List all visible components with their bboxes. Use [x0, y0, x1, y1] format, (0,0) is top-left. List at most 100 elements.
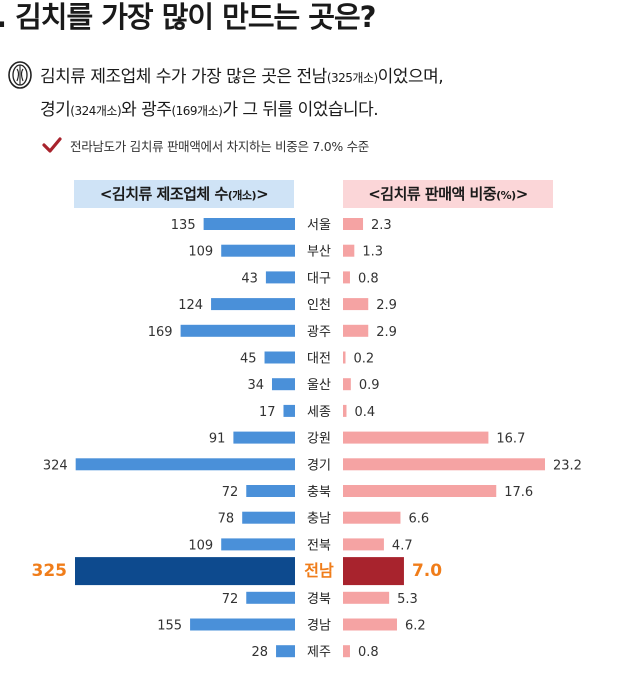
left-bar-1	[203, 218, 295, 230]
right-bar-4	[343, 298, 369, 311]
right-series-title: <김치류 판매액 비중	[368, 185, 497, 203]
right-bar-16	[343, 618, 397, 631]
left-bar-5	[180, 324, 295, 337]
right-bar-9	[343, 431, 489, 444]
left-value-label-10: 324	[43, 458, 68, 473]
category-label-9: 강원	[307, 432, 331, 447]
left-series-bracket: >	[256, 185, 269, 203]
left-bar-14	[75, 557, 295, 586]
right-value-label-3: 0.8	[358, 271, 379, 286]
right-bar-13	[343, 538, 384, 551]
left-value-label-14: 325	[32, 561, 68, 581]
left-value-label-2: 109	[188, 245, 213, 260]
right-series-unit: (%)	[496, 189, 516, 202]
right-bar-1	[343, 218, 364, 230]
right-value-label-5: 2.9	[376, 325, 397, 340]
category-label-12: 충남	[307, 512, 331, 527]
category-label-8: 세종	[307, 405, 331, 420]
right-value-label-16: 6.2	[405, 619, 426, 634]
right-bar-5	[343, 324, 369, 337]
left-bar-10	[75, 458, 295, 471]
right-bar-11	[343, 485, 497, 497]
category-label-5: 광주	[307, 325, 331, 340]
left-bar-17	[276, 645, 295, 658]
left-value-label-15: 72	[222, 592, 239, 607]
kimchi-cabbage-icon	[8, 61, 32, 89]
right-bar-14	[343, 557, 404, 586]
left-series-header: <김치류 제조업체 수(개소)>	[74, 180, 294, 208]
right-bar-12	[343, 511, 401, 524]
category-label-14: 전남	[304, 561, 334, 580]
right-value-label-9: 16.7	[496, 432, 525, 447]
summary-gyeonggi: 경기	[40, 100, 71, 120]
summary-text: 김치류 제조업체 수가 가장 많은 곳은 전남(325개소)이었으며, 경기(3…	[40, 61, 444, 127]
checkmark-icon	[42, 137, 62, 153]
left-bar-11	[246, 485, 295, 497]
right-value-label-4: 2.9	[376, 298, 397, 313]
right-value-label-11: 17.6	[504, 485, 533, 500]
right-value-label-14: 7.0	[412, 561, 442, 581]
summary-line2-tail: 가 그 뒤를 이었습니다.	[222, 100, 379, 120]
left-bar-16	[190, 618, 295, 631]
left-value-label-3: 43	[241, 271, 258, 286]
left-value-label-5: 169	[148, 325, 173, 340]
left-value-label-12: 78	[218, 512, 235, 527]
left-bar-13	[221, 538, 295, 551]
right-series-header: <김치류 판매액 비중(%)>	[343, 180, 553, 208]
right-value-label-1: 2.3	[371, 218, 392, 233]
right-value-label-15: 5.3	[397, 592, 418, 607]
right-value-label-17: 0.8	[358, 645, 379, 660]
category-label-10: 경기	[307, 458, 331, 473]
summary-line1: 김치류 제조업체 수가 가장 많은 곳은 전남	[40, 67, 327, 87]
category-label-11: 충북	[307, 485, 331, 500]
right-series-bracket: >	[515, 185, 529, 203]
right-bar-15	[343, 591, 390, 604]
category-label-2: 부산	[307, 245, 331, 260]
category-label-6: 대전	[307, 352, 331, 367]
right-value-label-13: 4.7	[392, 538, 413, 553]
left-value-label-6: 45	[240, 352, 257, 367]
left-bar-7	[271, 378, 295, 391]
category-label-4: 인천	[307, 298, 331, 313]
left-value-label-8: 17	[259, 405, 276, 420]
left-bar-2	[221, 244, 295, 257]
right-value-label-12: 6.6	[408, 512, 429, 527]
left-value-label-7: 34	[247, 378, 264, 393]
summary-gwangju: 와 광주	[121, 100, 172, 120]
right-bar-10	[343, 458, 545, 471]
left-value-label-9: 91	[209, 432, 226, 447]
category-label-13: 전북	[307, 538, 331, 553]
left-value-label-4: 124	[178, 298, 203, 313]
category-label-15: 경북	[307, 592, 331, 607]
summary-count-gyeonggi: (324개소)	[70, 104, 122, 118]
left-value-label-16: 155	[157, 619, 182, 634]
left-bar-6	[264, 351, 295, 364]
right-bar-6	[343, 351, 346, 364]
category-label-16: 경남	[307, 619, 331, 634]
right-value-label-8: 0.4	[354, 405, 375, 420]
page-title: . 김치를 가장 많이 만드는 곳은?	[0, 0, 376, 34]
category-label-17: 제주	[307, 645, 331, 660]
left-bar-15	[246, 591, 295, 604]
right-value-label-10: 23.2	[553, 458, 582, 473]
left-value-label-1: 135	[171, 218, 196, 233]
left-bar-3	[265, 271, 295, 284]
right-value-label-2: 1.3	[362, 245, 383, 260]
left-value-label-17: 28	[251, 645, 268, 660]
left-bar-4	[211, 298, 295, 311]
left-bar-9	[233, 431, 295, 444]
summary-line1-tail: 이었으며,	[377, 67, 444, 87]
right-bar-7	[343, 378, 351, 391]
summary-count-gwangju: (169개소)	[171, 104, 223, 118]
category-label-7: 울산	[307, 378, 331, 393]
right-bar-8	[343, 404, 347, 417]
category-label-3: 대구	[307, 271, 331, 286]
right-value-label-7: 0.9	[359, 378, 380, 393]
left-bar-8	[283, 404, 295, 417]
note-text: 전라남도가 김치류 판매액에서 차지하는 비중은 7.0% 수준	[70, 139, 369, 154]
left-series-title: <김치류 제조업체 수	[99, 185, 228, 203]
left-value-label-11: 72	[222, 485, 239, 500]
left-bar-12	[242, 511, 295, 524]
right-value-label-6: 0.2	[354, 352, 375, 367]
summary-count-jeonnam: (325개소)	[326, 71, 378, 85]
